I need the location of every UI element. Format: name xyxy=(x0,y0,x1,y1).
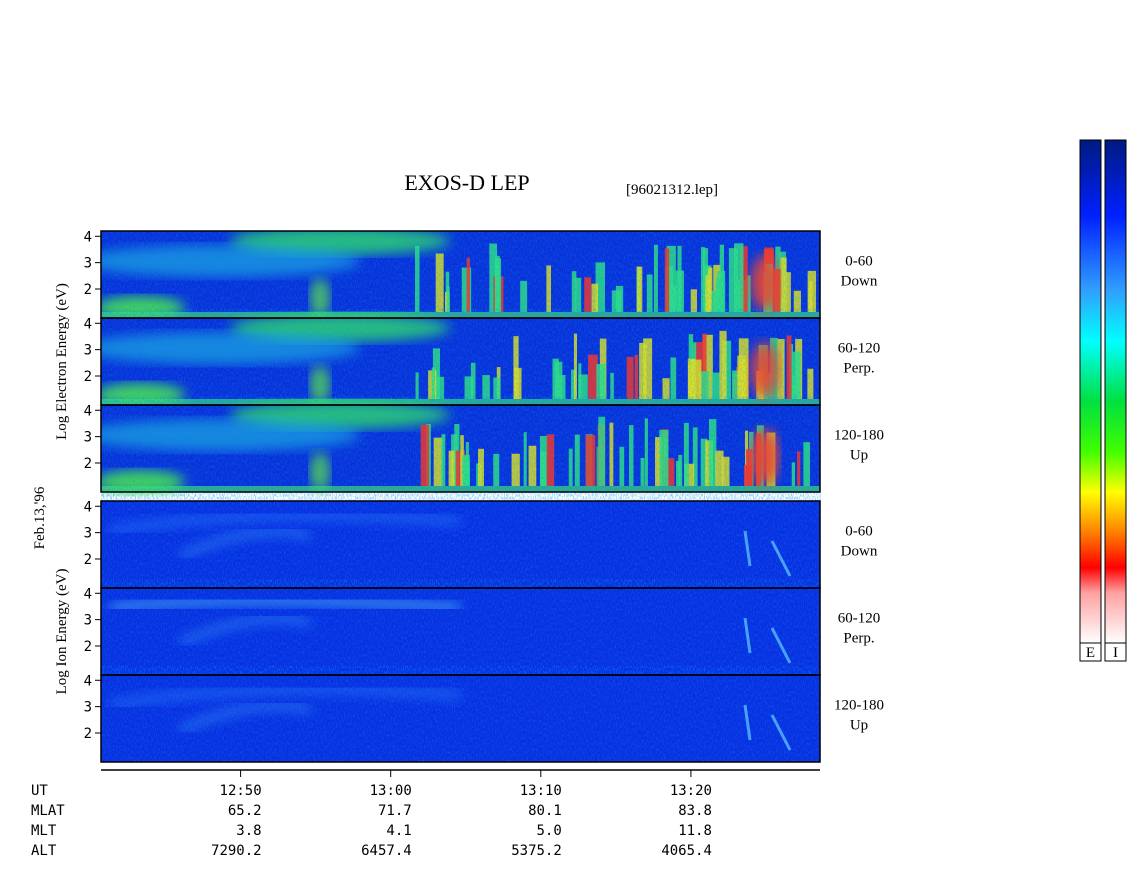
row-label: UT xyxy=(31,783,48,799)
ephemeris-value: 80.1 xyxy=(528,803,562,819)
y-tick-label: 2 xyxy=(84,282,92,298)
y-tick-label: 3 xyxy=(84,256,92,272)
y-tick-label: 4 xyxy=(84,229,92,245)
noise xyxy=(101,675,820,762)
noise xyxy=(101,405,820,492)
y-axis-label: Log Ion Energy (eV) xyxy=(54,569,70,695)
y-tick-label: 2 xyxy=(84,552,92,568)
x-tick-label: 13:10 xyxy=(520,783,562,799)
channel-label: 60-120 xyxy=(838,611,881,627)
y-tick-label: 3 xyxy=(84,430,92,446)
channel-label: Down xyxy=(841,274,878,290)
y-tick-label: 2 xyxy=(84,369,92,385)
ephemeris-value: 83.8 xyxy=(678,803,712,819)
ephemeris-value: 7290.2 xyxy=(211,843,262,859)
y-tick-label: 3 xyxy=(84,526,92,542)
y-tick-label: 3 xyxy=(84,343,92,359)
x-tick-label: 12:50 xyxy=(220,783,262,799)
y-tick-label: 4 xyxy=(84,403,92,419)
noise xyxy=(101,501,820,588)
channel-label: Perp. xyxy=(843,361,874,377)
channel-label: 120-180 xyxy=(834,428,884,444)
y-tick-label: 3 xyxy=(84,613,92,629)
noise xyxy=(101,318,820,405)
y-tick-label: 4 xyxy=(84,586,92,602)
y-tick-label: 4 xyxy=(84,673,92,689)
row-label: ALT xyxy=(31,843,57,859)
ephemeris-value: 4.1 xyxy=(386,823,411,839)
ephemeris-value: 71.7 xyxy=(378,803,412,819)
date: Feb.13,'96 xyxy=(32,486,48,549)
ephemeris-value: 6457.4 xyxy=(361,843,412,859)
panel-frame xyxy=(100,404,821,493)
colorbar-label: I xyxy=(1113,645,1118,661)
ephemeris-value: 5.0 xyxy=(537,823,562,839)
title: EXOS-D LEP xyxy=(404,170,529,195)
channel-label: 120-180 xyxy=(834,698,884,714)
row-label: MLT xyxy=(31,823,57,839)
channel-label: Up xyxy=(850,718,868,734)
file-name: [96021312.lep] xyxy=(626,182,718,198)
ephemeris-value: 5375.2 xyxy=(511,843,562,859)
y-tick-label: 4 xyxy=(84,499,92,515)
ephemeris-value: 4065.4 xyxy=(661,843,712,859)
colorbar-label: E xyxy=(1086,645,1095,661)
channel-label: Down xyxy=(841,544,878,560)
spectrogram xyxy=(101,231,820,762)
x-tick-label: 13:00 xyxy=(370,783,412,799)
noise xyxy=(101,231,820,318)
y-tick-label: 3 xyxy=(84,700,92,716)
y-tick-label: 2 xyxy=(84,456,92,472)
colorbar xyxy=(1104,139,1127,644)
colorbar-label-box xyxy=(1104,642,1127,662)
channel-label: Perp. xyxy=(843,631,874,647)
y-tick-label: 2 xyxy=(84,639,92,655)
ephemeris-value: 65.2 xyxy=(228,803,262,819)
colorbar-label-box xyxy=(1079,642,1102,662)
ephemeris-value: 3.8 xyxy=(236,823,261,839)
channel-label: 60-120 xyxy=(838,341,881,357)
colorbar xyxy=(1079,139,1102,644)
y-tick-label: 2 xyxy=(84,726,92,742)
ephemeris-value: 11.8 xyxy=(678,823,712,839)
channel-label: 0-60 xyxy=(845,254,873,270)
row-label: MLAT xyxy=(31,803,65,819)
noise xyxy=(101,588,820,675)
x-tick-label: 13:20 xyxy=(670,783,712,799)
channel-label: Up xyxy=(850,448,868,464)
channel-label: 0-60 xyxy=(845,524,873,540)
y-axis-label: Log Electron Energy (eV) xyxy=(54,283,70,440)
y-tick-label: 4 xyxy=(84,316,92,332)
panel-frame xyxy=(100,674,821,763)
